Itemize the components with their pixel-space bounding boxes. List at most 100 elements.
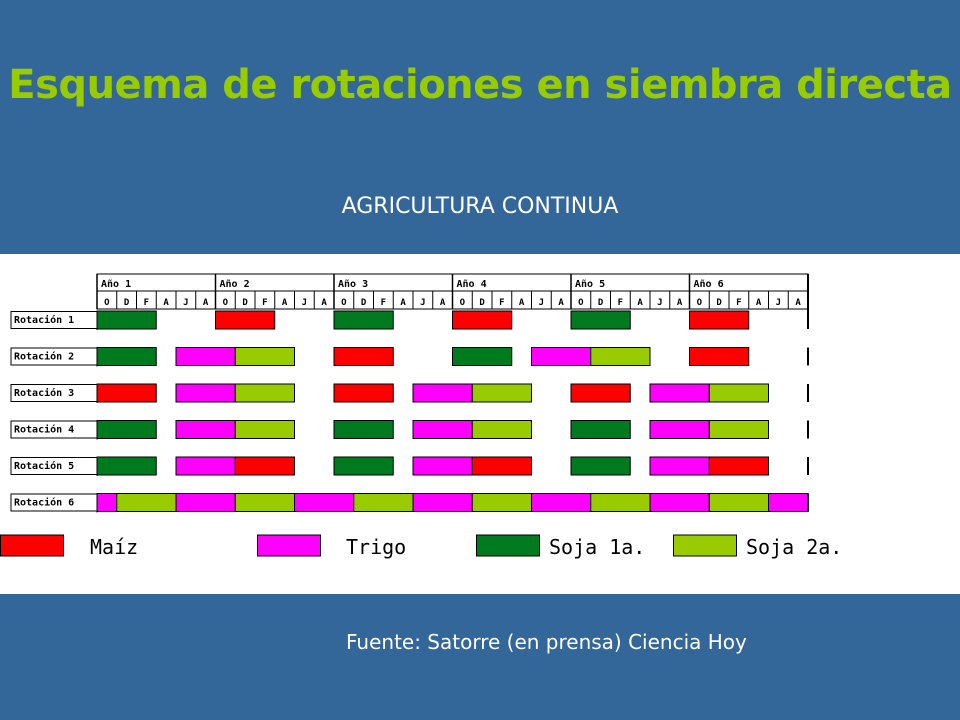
crop-bar-trigo (412, 493, 473, 512)
crop-bar-soja1 (96, 347, 157, 366)
month-label: A (795, 298, 801, 308)
crop-bar-trigo (175, 420, 236, 439)
rotation-row: Rotación 5 (10, 456, 809, 476)
crop-bar-soja2 (590, 493, 651, 512)
month-label: A (163, 298, 169, 308)
crop-bar-maiz (471, 456, 532, 476)
crop-bar-trigo (649, 383, 710, 403)
month-label: J (657, 298, 662, 308)
year-label: Año 2 (220, 279, 250, 290)
crop-bar-soja1 (96, 456, 157, 476)
crop-bar-soja1 (96, 420, 157, 439)
rotation-rows: Rotación 1 Rotación 2 Rotación 3 Rotación 4… (10, 310, 809, 513)
month-label: F (144, 298, 149, 308)
crop-bar-soja2 (234, 493, 295, 512)
rotation-scheme: Año 1 Año 2 Año 3 Año 4 Año 5 Año 6 O D F A J A O D F A… (0, 273, 842, 559)
month-label: J (183, 298, 188, 308)
legend-label: Maíz (90, 535, 138, 559)
year-label: Año 1 (101, 279, 131, 290)
crop-bar-soja1 (333, 310, 394, 330)
month-label: J (776, 298, 781, 308)
legend-swatch (0, 534, 64, 557)
rotation-label: Rotación 2 (14, 351, 74, 363)
crop-bar-soja2 (353, 493, 414, 512)
source-note: Fuente: Satorre (en prensa) Ciencia Hoy (346, 630, 747, 654)
legend-label: Soja 1a. (549, 535, 645, 559)
crop-legend: Maíz Trigo Soja 1a. Soja 2a. (0, 534, 842, 559)
month-label: J (302, 298, 307, 308)
footer-band (0, 594, 960, 720)
legend-item-soja2: Soja 2a. (673, 534, 842, 559)
crop-bar-soja2 (708, 420, 769, 439)
year-label: Año 5 (575, 279, 605, 290)
crop-bar-soja2 (471, 383, 532, 403)
month-label: O (341, 298, 347, 308)
crop-bar-maiz (333, 347, 394, 366)
month-label: O (578, 298, 584, 308)
month-label: D (242, 298, 248, 308)
rotation-label: Rotación 4 (14, 424, 74, 436)
crop-bar-maiz (689, 347, 750, 366)
rotation-row: Rotación 1 (10, 310, 809, 330)
crop-bar-trigo (294, 493, 355, 512)
crop-bar-soja1 (333, 456, 394, 476)
crop-bar-trigo (175, 383, 236, 403)
month-label: A (203, 298, 209, 308)
month-label: A (677, 298, 683, 308)
crop-bar-trigo (412, 420, 473, 439)
crop-bar-soja1 (570, 310, 631, 330)
crop-bar-trigo (531, 347, 592, 366)
crop-bar-maiz (708, 456, 769, 476)
year-label: Año 6 (694, 279, 724, 290)
crop-bar-trigo (531, 493, 592, 512)
rotation-row: Rotación 4 (10, 420, 809, 440)
year-label: Año 3 (338, 279, 368, 290)
month-label: A (440, 298, 446, 308)
crop-bar-trigo (96, 493, 118, 512)
crop-bar-soja1 (333, 420, 394, 439)
legend-item-soja1: Soja 1a. (476, 534, 645, 559)
year-label: Año 4 (457, 279, 487, 290)
month-label: O (460, 298, 466, 308)
crop-bar-maiz (689, 310, 750, 330)
month-label: F (381, 298, 386, 308)
rotation-label: Rotación 1 (14, 314, 74, 326)
rotation-row: Rotación 3 (10, 383, 809, 403)
crop-bar-trigo (412, 383, 473, 403)
month-label: A (282, 298, 288, 308)
legend-swatch (257, 534, 321, 557)
crop-bar-trigo (649, 456, 710, 476)
month-label: O (104, 298, 110, 308)
month-label: A (756, 298, 762, 308)
crop-bar-trigo (412, 456, 473, 476)
month-label: F (618, 298, 623, 308)
month-label: F (262, 298, 267, 308)
crop-bar-soja2 (590, 347, 651, 366)
crop-bar-trigo (175, 493, 236, 512)
legend-swatch (673, 534, 737, 557)
page-subtitle: AGRICULTURA CONTINUA (341, 194, 619, 219)
crop-bar-soja1 (570, 456, 631, 476)
calendar-header: Año 1 Año 2 Año 3 Año 4 Año 5 Año 6 O D F A J A O D F A… (96, 273, 809, 329)
crop-bar-soja2 (116, 493, 177, 512)
month-label: J (420, 298, 425, 308)
crop-bar-trigo (649, 493, 710, 512)
crop-bar-soja2 (708, 383, 769, 403)
legend-item-maiz: Maíz (0, 534, 138, 559)
month-label: D (598, 298, 604, 308)
legend-label: Trigo (346, 535, 406, 559)
month-label: J (539, 298, 544, 308)
rotation-label: Rotación 3 (14, 387, 74, 399)
crop-bar-maiz (452, 310, 513, 330)
crop-bar-maiz (234, 456, 295, 476)
crop-bar-trigo (175, 456, 236, 476)
crop-bar-soja1 (452, 347, 513, 366)
month-label: F (499, 298, 504, 308)
crop-bar-soja1 (96, 310, 157, 330)
legend-item-trigo: Trigo (257, 534, 406, 559)
crop-bar-maiz (570, 383, 631, 403)
crop-bar-maiz (215, 310, 276, 330)
crop-bar-trigo (175, 347, 236, 366)
rotation-row: Rotación 2 (10, 347, 809, 367)
month-label: D (124, 298, 130, 308)
